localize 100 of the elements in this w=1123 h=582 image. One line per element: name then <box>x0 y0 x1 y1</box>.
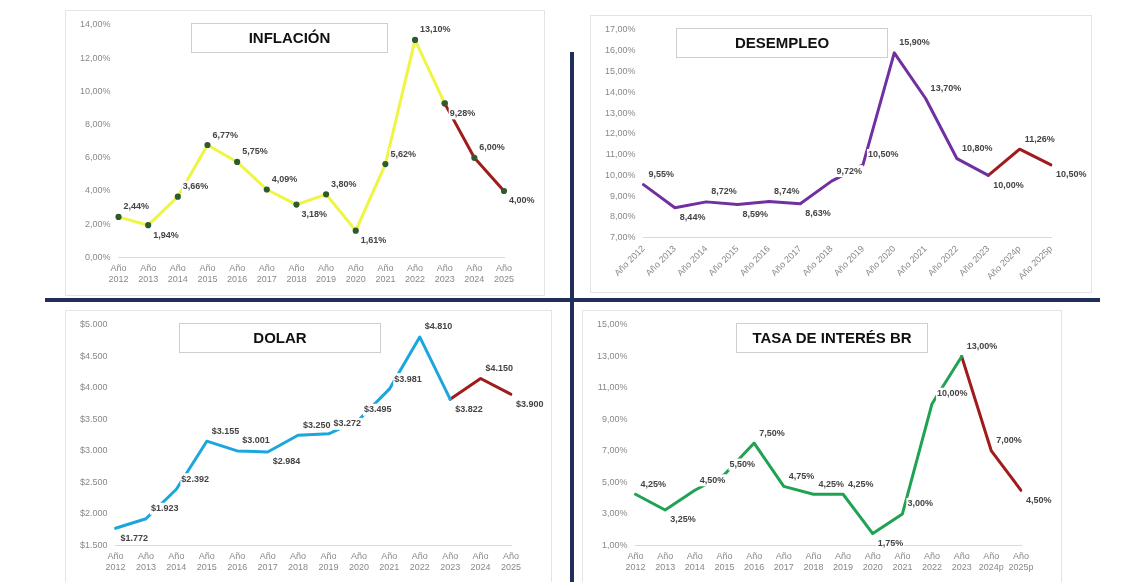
y-tick-label: 15,00% <box>604 66 636 76</box>
y-tick-label: 3,00% <box>601 508 628 519</box>
x-tick-label: Año 2020 <box>345 263 366 285</box>
y-tick-label: 13,00% <box>596 350 628 361</box>
x-tick-label: Año 2012 <box>625 551 646 573</box>
data-label: 4,00% <box>509 195 535 206</box>
y-tick-label: 8,00% <box>609 211 636 222</box>
data-label: 4,09% <box>271 173 298 184</box>
data-label: $3.900 <box>516 398 544 409</box>
data-label: 8,63% <box>805 208 831 219</box>
y-tick-label: $3.000 <box>80 445 108 456</box>
data-label: 13,70% <box>930 82 962 93</box>
x-tick-label: Año 2024 <box>464 263 485 285</box>
y-tick-label: 9,00% <box>601 413 628 424</box>
x-tick-label: Año 2021 <box>892 551 913 573</box>
x-tick-label: Año 2023 <box>951 551 972 573</box>
data-label: 2,44% <box>123 201 150 212</box>
x-tick-label: Año 2024 <box>470 551 491 573</box>
data-label: $3.155 <box>211 425 240 436</box>
data-label: 10,80% <box>961 143 993 154</box>
data-label: 11,26% <box>1024 133 1055 144</box>
x-tick-label: Año 2017 <box>256 263 277 285</box>
data-label: 5,62% <box>390 148 416 159</box>
y-tick-label: $5.000 <box>80 319 108 330</box>
data-label: 10,50% <box>1056 169 1087 180</box>
y-tick-label: 12,00% <box>604 128 636 139</box>
data-label: 3,80% <box>331 178 357 189</box>
y-tick-label: 8,00% <box>84 119 111 130</box>
x-tick-label: Año 2018 <box>803 551 824 573</box>
data-label: $3.250 <box>303 419 331 430</box>
data-label: 1,94% <box>153 229 179 240</box>
x-tick-label: Año 2020 <box>862 551 883 573</box>
data-label: 4,25% <box>640 478 667 489</box>
data-label: $2.984 <box>272 456 301 467</box>
x-tick-label: Año 2018 <box>288 551 309 573</box>
y-tick-label: $3.500 <box>80 413 108 424</box>
y-tick-label: $4.000 <box>80 382 108 393</box>
title-frame: DOLAR <box>179 323 381 353</box>
data-label: 4,75% <box>788 470 815 481</box>
data-label: 4,25% <box>848 478 874 489</box>
data-label: 15,90% <box>899 37 930 48</box>
x-tick-label: Año 2023 <box>434 263 455 285</box>
y-tick-label: 5,00% <box>601 476 628 487</box>
x-tick-label: Año 2025 <box>493 263 515 285</box>
y-tick-label: 15,00% <box>596 319 628 330</box>
y-tick-label: 7,00% <box>609 232 636 243</box>
title-frame: DESEMPLEO <box>676 28 888 58</box>
y-tick-label: 2,00% <box>84 218 111 229</box>
data-label: 6,00% <box>479 142 505 153</box>
x-tick-label: Año 2014 <box>684 551 705 573</box>
data-label: 7,50% <box>759 427 785 438</box>
data-label: $4.810 <box>424 321 453 332</box>
y-tick-label: 1,00% <box>601 539 628 550</box>
data-label: 7,00% <box>996 435 1022 446</box>
y-tick-label: $2.500 <box>80 476 108 487</box>
x-tick-label: Año 2025p <box>1008 551 1034 573</box>
y-tick-label: 13,00% <box>604 107 636 118</box>
x-tick-label: Año 2016 <box>227 551 248 573</box>
y-tick-label: 9,00% <box>609 190 636 201</box>
data-label: 13,00% <box>966 340 998 351</box>
x-tick-label: Año 2021 <box>379 551 400 573</box>
x-tick-label: Año 2019 <box>318 551 339 573</box>
data-label: 3,00% <box>907 498 933 509</box>
x-tick-label: Año 2022 <box>409 551 430 573</box>
data-label: 3,18% <box>301 209 327 220</box>
data-label: $1.923 <box>150 503 179 514</box>
y-tick-label: 10,00% <box>79 85 111 96</box>
x-tick-label: Año 2013 <box>138 263 159 285</box>
data-label: 8,74% <box>773 185 800 196</box>
x-tick-label: Año 2022 <box>405 263 426 285</box>
data-label: 4,25% <box>818 478 844 489</box>
y-tick-label: 12,00% <box>79 52 111 63</box>
data-label: 10,00% <box>937 388 968 399</box>
data-label: 8,72% <box>711 186 737 197</box>
x-tick-label: Año 2025 <box>500 551 522 573</box>
x-tick-label: Año 2024p <box>978 551 1004 573</box>
x-tick-label: Año 2012 <box>105 551 126 573</box>
x-tick-label: Año 2015 <box>714 551 735 573</box>
y-tick-label: $4.500 <box>80 350 108 361</box>
x-tick-label: Año 2022 <box>922 551 943 573</box>
x-tick-label: Año 2015 <box>196 551 217 573</box>
y-tick-label: 17,00% <box>604 24 636 35</box>
x-tick-label: Año 2019 <box>833 551 854 573</box>
x-tick-label: Año 2012 <box>108 263 129 285</box>
data-label: 9,72% <box>836 165 863 176</box>
x-tick-label: Año 2021 <box>375 263 396 285</box>
y-tick-label: 10,00% <box>604 169 636 180</box>
data-label: 3,66% <box>182 181 209 192</box>
y-tick-label: 14,00% <box>79 19 111 30</box>
x-tick-label: Año 2016 <box>227 263 248 285</box>
x-tick-label: Año 2013 <box>135 551 156 573</box>
data-label: 9,28% <box>449 107 476 118</box>
data-label: $4.150 <box>485 363 514 374</box>
x-tick-label: Año 2019 <box>316 263 337 285</box>
data-label: $3.272 <box>333 418 362 429</box>
title-frame: INFLACIÓN <box>191 23 388 53</box>
y-tick-label: $1.500 <box>80 539 108 550</box>
data-label: $1.772 <box>120 532 149 543</box>
x-tick-label: Año 2023 <box>440 551 461 573</box>
x-tick-label: Año 2015 <box>197 263 218 285</box>
